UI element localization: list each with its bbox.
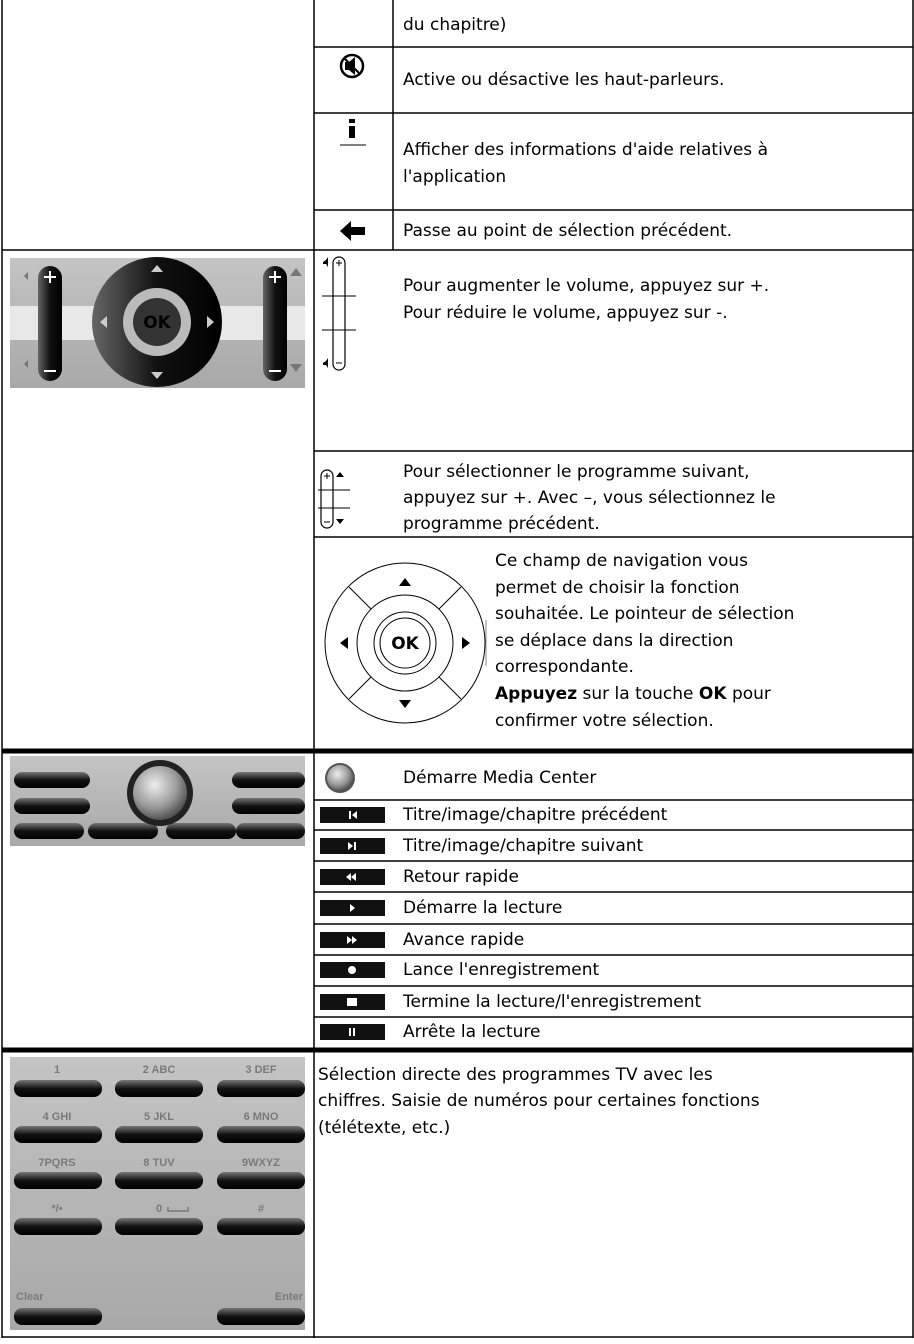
keypad-button — [217, 1080, 305, 1097]
media-symbol — [348, 966, 356, 974]
remote-button — [232, 772, 305, 788]
description: Pour réduire le volume, appuyez sur -. — [403, 303, 728, 323]
description: chiffres. Saisie de numéros pour certain… — [318, 1091, 760, 1111]
key-label: OK — [391, 634, 419, 654]
keypad-button — [115, 1126, 203, 1143]
media-symbol — [347, 998, 357, 1006]
keypad-button — [14, 1172, 102, 1189]
remote-button — [14, 798, 90, 814]
description: du chapitre) — [403, 15, 506, 35]
media-symbol — [350, 904, 355, 912]
keypad-button — [14, 1218, 102, 1235]
description: Active ou désactive les haut-parleurs. — [403, 70, 724, 90]
keypad-button — [217, 1172, 305, 1189]
description: programme précédent. — [403, 514, 600, 534]
description: Démarre la lecture — [403, 898, 562, 918]
emphasis-line: Appuyez sur la touche OK pour — [495, 684, 771, 704]
description: Lance l'enregistrement — [403, 960, 599, 980]
description: Titre/image/chapitre précédent — [402, 805, 668, 825]
key-label: Enter — [275, 1291, 304, 1303]
key-label: 0 — [156, 1203, 162, 1215]
media-symbol — [346, 873, 356, 881]
media-button — [320, 1024, 385, 1040]
description: souhaitée. Le pointeur de sélection — [495, 604, 794, 624]
description: Sélection directe des programmes TV avec… — [318, 1065, 713, 1085]
keypad-button — [217, 1126, 305, 1143]
key-label: 8 TUV — [143, 1157, 175, 1169]
media-symbol — [347, 936, 357, 944]
icons: 1 2 ABC 3 DEF 4 GHI 5 JKL 6 MNO 7PQRS 8 TUV 9WXY… — [10, 53, 487, 1330]
description: Termine la lecture/l'enregistrement — [402, 992, 701, 1012]
description: (télétexte, etc.) — [318, 1118, 450, 1138]
remote-button — [236, 823, 305, 839]
key-label: 6 MNO — [244, 1111, 279, 1123]
key-label: 4 GHI — [43, 1111, 72, 1123]
emphasis-part: Appuyez — [495, 684, 577, 704]
keypad-button — [217, 1308, 305, 1325]
remote-button — [232, 798, 305, 814]
key-label: OK — [143, 313, 171, 333]
emphasis-part: OK — [699, 684, 727, 704]
media-symbol — [349, 1028, 355, 1036]
keypad-button — [217, 1218, 305, 1235]
remote-button — [14, 772, 90, 788]
space-symbol — [167, 1207, 189, 1212]
keypad-button — [14, 1308, 102, 1325]
description: Avance rapide — [403, 930, 524, 950]
description: Afficher des informations d'aide relativ… — [403, 140, 768, 160]
description: Arrête la lecture — [403, 1022, 541, 1042]
media-symbol — [349, 811, 357, 819]
remote-button — [166, 823, 236, 839]
description: correspondante. — [495, 657, 634, 677]
remote-button — [14, 823, 84, 839]
description: confirmer votre sélection. — [495, 711, 714, 731]
description: Pour sélectionner le programme suivant, — [403, 462, 750, 482]
keypad-button — [115, 1172, 203, 1189]
description: Passe au point de sélection précédent. — [403, 221, 732, 241]
description: Pour augmenter le volume, appuyez sur +. — [403, 276, 769, 296]
remote-button — [88, 823, 158, 839]
key-label: 2 ABC — [143, 1064, 176, 1076]
emphasis-part: sur la touche — [583, 684, 694, 704]
description: Titre/image/chapitre suivant — [402, 836, 644, 856]
keypad-button — [14, 1126, 102, 1143]
key-label: 1 — [54, 1064, 60, 1076]
keypad-button — [115, 1218, 203, 1235]
key-label: 7PQRS — [38, 1157, 75, 1169]
keypad-button — [14, 1080, 102, 1097]
description: Retour rapide — [403, 867, 519, 887]
key-label: # — [258, 1203, 264, 1215]
keypad-button — [115, 1080, 203, 1097]
description: Ce champ de navigation vous — [495, 551, 748, 571]
media-symbol — [348, 842, 356, 850]
description: appuyez sur +. Avec –, vous sélectionnez… — [403, 488, 776, 508]
description: Démarre Media Center — [403, 768, 596, 788]
key-label: Clear — [16, 1291, 44, 1303]
emphasis-part: pour — [732, 684, 771, 704]
key-label: 5 JKL — [144, 1111, 174, 1123]
description: permet de choisir la fonction — [495, 578, 740, 598]
key-label: */• — [51, 1203, 62, 1215]
description: l'application — [403, 167, 506, 187]
description: se déplace dans la direction — [495, 631, 733, 651]
key-label: 3 DEF — [245, 1064, 276, 1076]
key-label: 9WXYZ — [242, 1157, 280, 1169]
